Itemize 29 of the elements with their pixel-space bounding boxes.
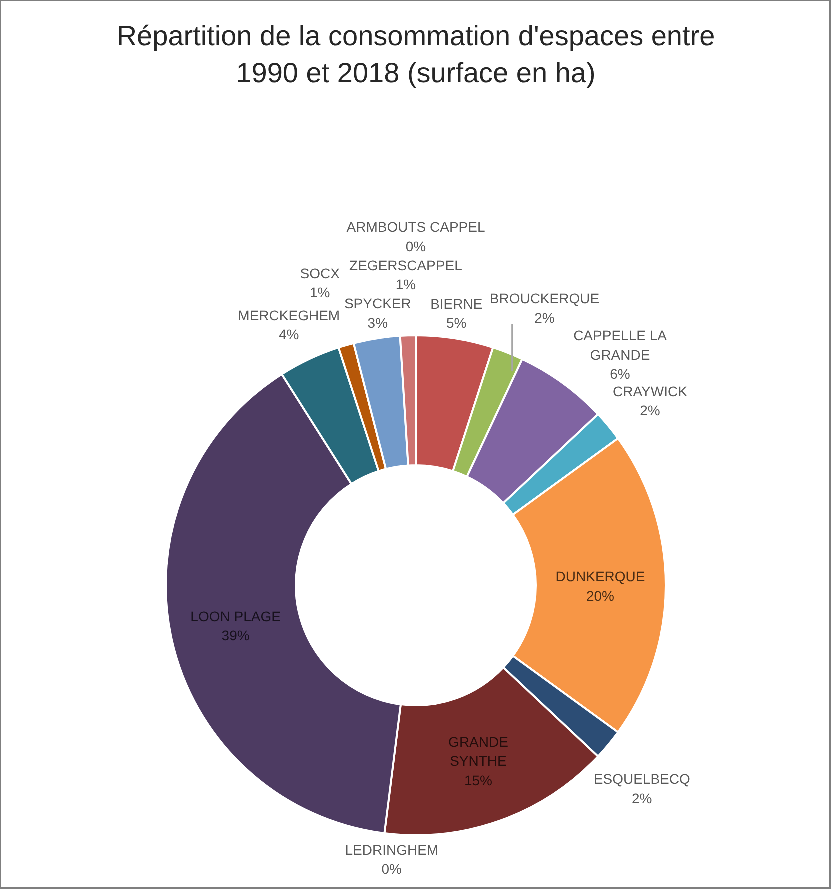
slice-label: BROUCKERQUE bbox=[490, 290, 600, 307]
data-label: 3% bbox=[368, 314, 388, 331]
text: 0% bbox=[406, 238, 426, 254]
data-label: 2% bbox=[534, 310, 555, 326]
data-label: 2% bbox=[640, 402, 660, 419]
slice-label: SPYCKER bbox=[344, 296, 412, 312]
slice-label: BIERNE bbox=[430, 296, 483, 312]
slice-label: MERCKEGHEM bbox=[238, 307, 340, 324]
slice-label: CAPPELLE LA GRANDE bbox=[574, 328, 668, 363]
chart-title: Répartition de la consommation d'espaces entre 1990 et 2018 (surface en ha) bbox=[116, 20, 716, 89]
data-label: 5% bbox=[446, 315, 467, 332]
data-label: 15% bbox=[464, 772, 493, 788]
slice-label: ZEGERSCAPPEL bbox=[350, 257, 463, 274]
slice-label: GRANDE SYNTHE bbox=[448, 734, 508, 770]
data-label: 1% bbox=[396, 276, 416, 292]
data-label: 39% bbox=[222, 628, 250, 644]
slice-label: CRAYWICK bbox=[613, 383, 688, 400]
slice-label: SOCX bbox=[300, 266, 341, 282]
text: 0% bbox=[382, 861, 402, 878]
slice-label: LOON PLAGE bbox=[190, 608, 281, 624]
data-label: 2% bbox=[632, 790, 652, 806]
data-label: 20% bbox=[586, 588, 615, 604]
category-label: ARMBOUTS CAPPEL bbox=[346, 219, 486, 236]
slice-label: DUNKERQUE bbox=[556, 568, 646, 585]
category-label: LEDRINGHEM bbox=[345, 842, 439, 858]
data-label: 6% bbox=[610, 366, 630, 382]
data-label: 4% bbox=[279, 326, 300, 343]
data-label: 1% bbox=[310, 284, 330, 301]
slice-label: ESQUELBECQ bbox=[594, 771, 690, 788]
